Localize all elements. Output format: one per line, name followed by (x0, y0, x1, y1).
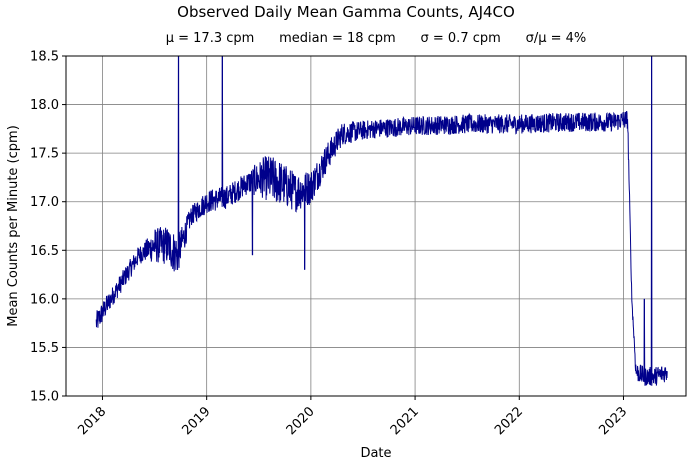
y-tick-label: 16.5 (30, 244, 59, 259)
tick-layer: 2018 2019 2020 2021 2022 2023 15.0 15.5 16.0 16.5… (30, 50, 630, 439)
y-axis-label: Mean Counts per Minute (cpm) (6, 125, 21, 327)
chart-subtitle: μ = 17.3 cpm median = 18 cpm σ = 0.7 cpm… (165, 31, 587, 46)
x-tick-label: 2019 (179, 404, 213, 438)
y-tick-label: 17.0 (30, 195, 59, 210)
plot-frame (65, 55, 687, 397)
grid (66, 55, 686, 397)
y-tick-label: 15.5 (30, 341, 59, 356)
series-line (95, 55, 668, 386)
spike-layer (177, 56, 653, 377)
y-tick-label: 17.5 (30, 147, 59, 162)
x-tick-label: 2020 (284, 404, 318, 438)
x-tick-label: 2023 (596, 404, 630, 438)
chart-title: Observed Daily Mean Gamma Counts, AJ4CO (177, 3, 515, 21)
x-tick-label: 2022 (492, 404, 526, 438)
y-tick-label: 18.0 (30, 98, 59, 113)
y-tick-label: 16.0 (30, 292, 59, 307)
x-axis-label: Date (360, 446, 391, 461)
x-tick-label: 2021 (388, 404, 422, 438)
x-tick-label: 2018 (75, 404, 109, 438)
y-tick-label: 18.5 (30, 50, 59, 65)
y-tick-label: 15.0 (30, 390, 59, 405)
